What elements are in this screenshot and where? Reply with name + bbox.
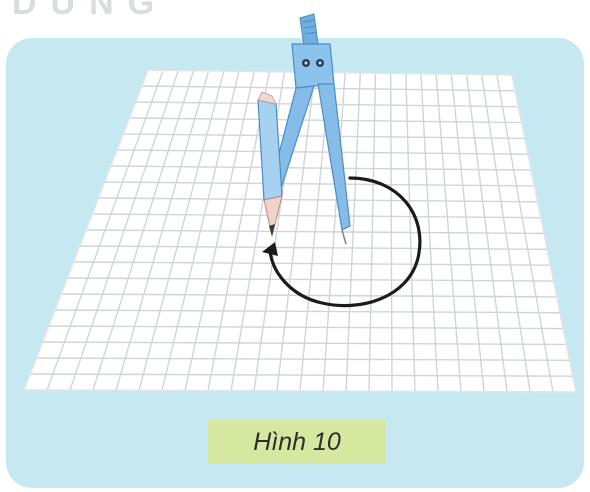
- compass-icon: [257, 13, 351, 245]
- figure-caption: Hình 10: [208, 420, 386, 464]
- arc-arrow-icon: [262, 176, 422, 308]
- partial-heading-text: DUNG: [12, 0, 169, 22]
- grid-paper: [23, 69, 577, 393]
